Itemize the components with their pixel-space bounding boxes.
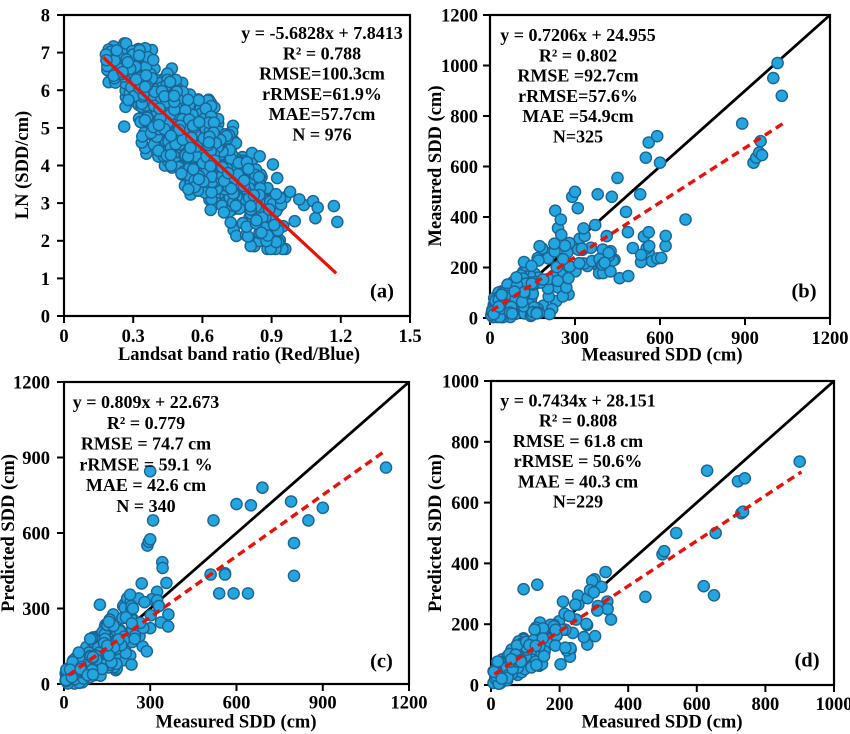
svg-text:N = 340: N = 340 — [116, 496, 175, 516]
svg-text:1.2: 1.2 — [329, 327, 352, 347]
svg-text:Measured SDD (cm): Measured SDD (cm) — [426, 86, 446, 247]
svg-text:200: 200 — [546, 695, 574, 715]
svg-text:1200: 1200 — [812, 329, 849, 349]
svg-text:600: 600 — [22, 525, 50, 545]
svg-text:1: 1 — [41, 270, 50, 290]
svg-text:y = 0.7434x + 28.151: y = 0.7434x + 28.151 — [500, 391, 656, 411]
svg-text:1200: 1200 — [391, 694, 428, 714]
svg-text:0: 0 — [486, 695, 495, 715]
svg-text:200: 200 — [451, 616, 479, 636]
svg-text:600: 600 — [451, 494, 479, 514]
svg-text:900: 900 — [22, 449, 50, 469]
svg-text:800: 800 — [451, 433, 479, 453]
svg-text:300: 300 — [561, 329, 589, 349]
svg-text:RMSE =92.7cm: RMSE =92.7cm — [517, 66, 638, 86]
svg-text:600: 600 — [223, 694, 251, 714]
svg-text:3: 3 — [41, 195, 50, 215]
svg-text:8: 8 — [41, 7, 50, 27]
svg-text:1.5: 1.5 — [398, 327, 421, 347]
svg-text:0: 0 — [41, 308, 50, 328]
svg-text:2: 2 — [41, 232, 50, 252]
svg-text:Measured SDD (cm): Measured SDD (cm) — [582, 713, 743, 733]
svg-text:900: 900 — [731, 329, 759, 349]
svg-text:0: 0 — [470, 677, 479, 697]
svg-text:MAE = 40.3 cm: MAE = 40.3 cm — [518, 471, 638, 491]
svg-text:R² = 0.788: R² = 0.788 — [283, 43, 361, 63]
svg-text:MAE =54.9cm: MAE =54.9cm — [522, 106, 633, 126]
svg-text:RMSE = 61.8 cm: RMSE = 61.8 cm — [513, 431, 643, 451]
svg-text:0: 0 — [469, 310, 478, 330]
svg-text:900: 900 — [309, 694, 337, 714]
svg-text:1000: 1000 — [816, 695, 850, 715]
svg-text:R² = 0.779: R² = 0.779 — [107, 413, 185, 433]
svg-text:R² = 0.808: R² = 0.808 — [539, 411, 617, 431]
svg-text:MAE=57.7cm: MAE=57.7cm — [269, 104, 376, 124]
svg-text:N = 976: N = 976 — [292, 125, 351, 145]
svg-text:300: 300 — [22, 600, 50, 620]
svg-text:LN (SDD/cm): LN (SDD/cm) — [13, 111, 33, 219]
svg-text:rRMSE=57.6%: rRMSE=57.6% — [518, 86, 638, 106]
svg-text:rRMSE = 59.1 %: rRMSE = 59.1 % — [79, 454, 212, 474]
svg-text:RMSE = 74.7 cm: RMSE = 74.7 cm — [81, 434, 211, 454]
svg-text:400: 400 — [614, 695, 642, 715]
svg-text:6: 6 — [41, 82, 50, 102]
svg-text:(c): (c) — [370, 651, 393, 673]
svg-text:Predicted SDD (cm): Predicted SDD (cm) — [0, 454, 19, 612]
svg-text:1000: 1000 — [441, 57, 478, 77]
svg-text:4: 4 — [41, 157, 50, 177]
svg-text:5: 5 — [41, 119, 50, 139]
svg-text:N=325: N=325 — [553, 127, 603, 147]
svg-text:1200: 1200 — [13, 374, 50, 394]
svg-text:(d): (d) — [794, 650, 819, 672]
svg-text:0: 0 — [485, 329, 494, 349]
svg-text:Measured SDD (cm): Measured SDD (cm) — [156, 713, 317, 733]
svg-text:Predicted SDD (cm): Predicted SDD (cm) — [426, 454, 446, 612]
svg-text:300: 300 — [136, 694, 164, 714]
svg-text:Landsat band ratio (Red/Blue): Landsat band ratio (Red/Blue) — [118, 345, 360, 365]
svg-text:y = -5.6828x + 7.8413: y = -5.6828x + 7.8413 — [241, 23, 403, 43]
svg-text:600: 600 — [646, 329, 674, 349]
svg-text:y = 0.7206x + 24.955: y = 0.7206x + 24.955 — [500, 25, 656, 45]
svg-text:rRMSE=61.9%: rRMSE=61.9% — [262, 84, 382, 104]
svg-text:RMSE=100.3cm: RMSE=100.3cm — [259, 64, 385, 84]
svg-text:0.6: 0.6 — [191, 327, 214, 347]
svg-text:(b): (b) — [791, 281, 816, 303]
svg-text:(a): (a) — [370, 281, 394, 303]
svg-text:7: 7 — [41, 44, 50, 64]
svg-text:0: 0 — [59, 327, 68, 347]
svg-text:600: 600 — [450, 158, 478, 178]
svg-text:800: 800 — [450, 108, 478, 128]
svg-text:Measured SDD (cm): Measured SDD (cm) — [582, 346, 743, 366]
svg-text:400: 400 — [450, 209, 478, 229]
svg-text:0: 0 — [59, 694, 68, 714]
svg-text:R² = 0.802: R² = 0.802 — [539, 45, 617, 65]
svg-text:y = 0.809x + 22.673: y = 0.809x + 22.673 — [73, 392, 220, 412]
svg-text:1200: 1200 — [441, 7, 478, 27]
svg-text:N=229: N=229 — [553, 492, 603, 512]
svg-text:rRMSE = 50.6%: rRMSE = 50.6% — [514, 451, 643, 471]
svg-text:0.3: 0.3 — [122, 327, 145, 347]
svg-text:1000: 1000 — [442, 373, 479, 393]
svg-text:MAE = 42.6 cm: MAE = 42.6 cm — [86, 475, 206, 495]
svg-text:0.9: 0.9 — [260, 327, 283, 347]
svg-text:200: 200 — [450, 259, 478, 279]
svg-text:600: 600 — [683, 695, 711, 715]
svg-text:0: 0 — [41, 676, 50, 696]
svg-text:400: 400 — [451, 555, 479, 575]
svg-text:800: 800 — [752, 695, 780, 715]
